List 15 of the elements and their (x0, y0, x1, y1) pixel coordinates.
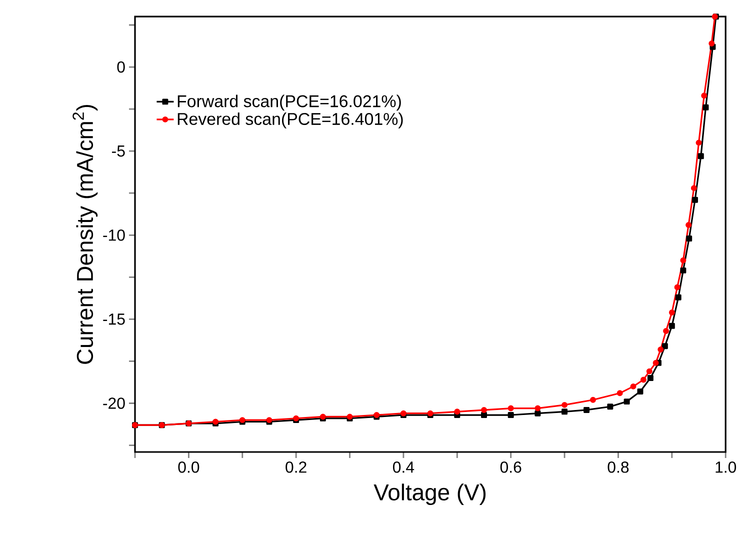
y-tick-label: -20 (103, 398, 125, 409)
y-tick-label: 0 (117, 61, 125, 73)
y-tick-label: -10 (103, 230, 125, 241)
x-axis-title: Voltage (V) (374, 484, 486, 505)
x-tick-label: 0.0 (178, 462, 200, 473)
x-tick-label: 0.4 (393, 462, 414, 473)
y-tick-label: -5 (112, 146, 125, 157)
x-tick-label: 0.6 (500, 462, 522, 473)
x-tick-label: 0.8 (608, 462, 629, 473)
legend-label: Forward scan(PCE=16.021%) (178, 94, 401, 111)
y-axis-title: Current Density (mA/cm$^{2}$) (72, 104, 98, 364)
y-tick-label: -15 (103, 314, 125, 325)
x-tick-label: 1.0 (716, 462, 736, 473)
legend-label: Revered scan(PCE=16.401%) (178, 112, 403, 128)
x-tick-label: 0.2 (286, 462, 306, 473)
